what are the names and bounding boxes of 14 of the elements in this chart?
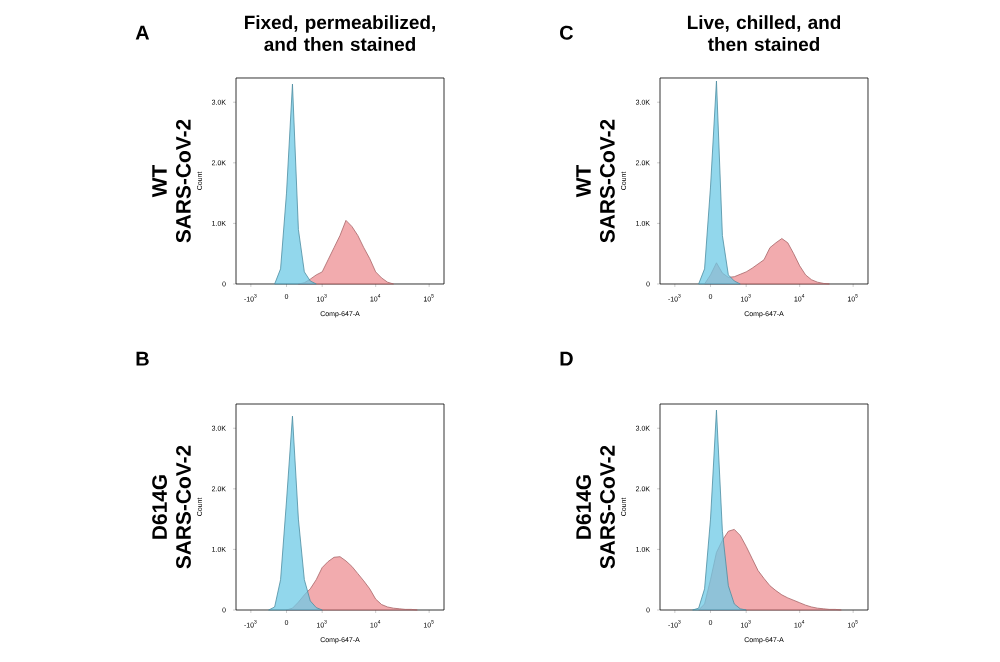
text: D: [560, 351, 573, 366]
text: D614G: [152, 475, 167, 539]
text: WT: [152, 164, 167, 198]
text: B: [136, 351, 149, 366]
text: SARS-CoV-2: [600, 445, 615, 569]
text: C: [560, 25, 574, 40]
text: SARS-CoV-2: [175, 119, 191, 243]
text: SARS-CoV-2: [176, 445, 191, 569]
text: WT: [576, 164, 591, 198]
text: SARS-CoV-2: [599, 119, 615, 243]
chart-title: Fixed, permeabilized, and then stained: [245, 15, 435, 51]
chart-title: Live, chilled, and then stained: [687, 15, 841, 51]
text: A: [135, 25, 150, 40]
text: D614G: [576, 475, 591, 539]
